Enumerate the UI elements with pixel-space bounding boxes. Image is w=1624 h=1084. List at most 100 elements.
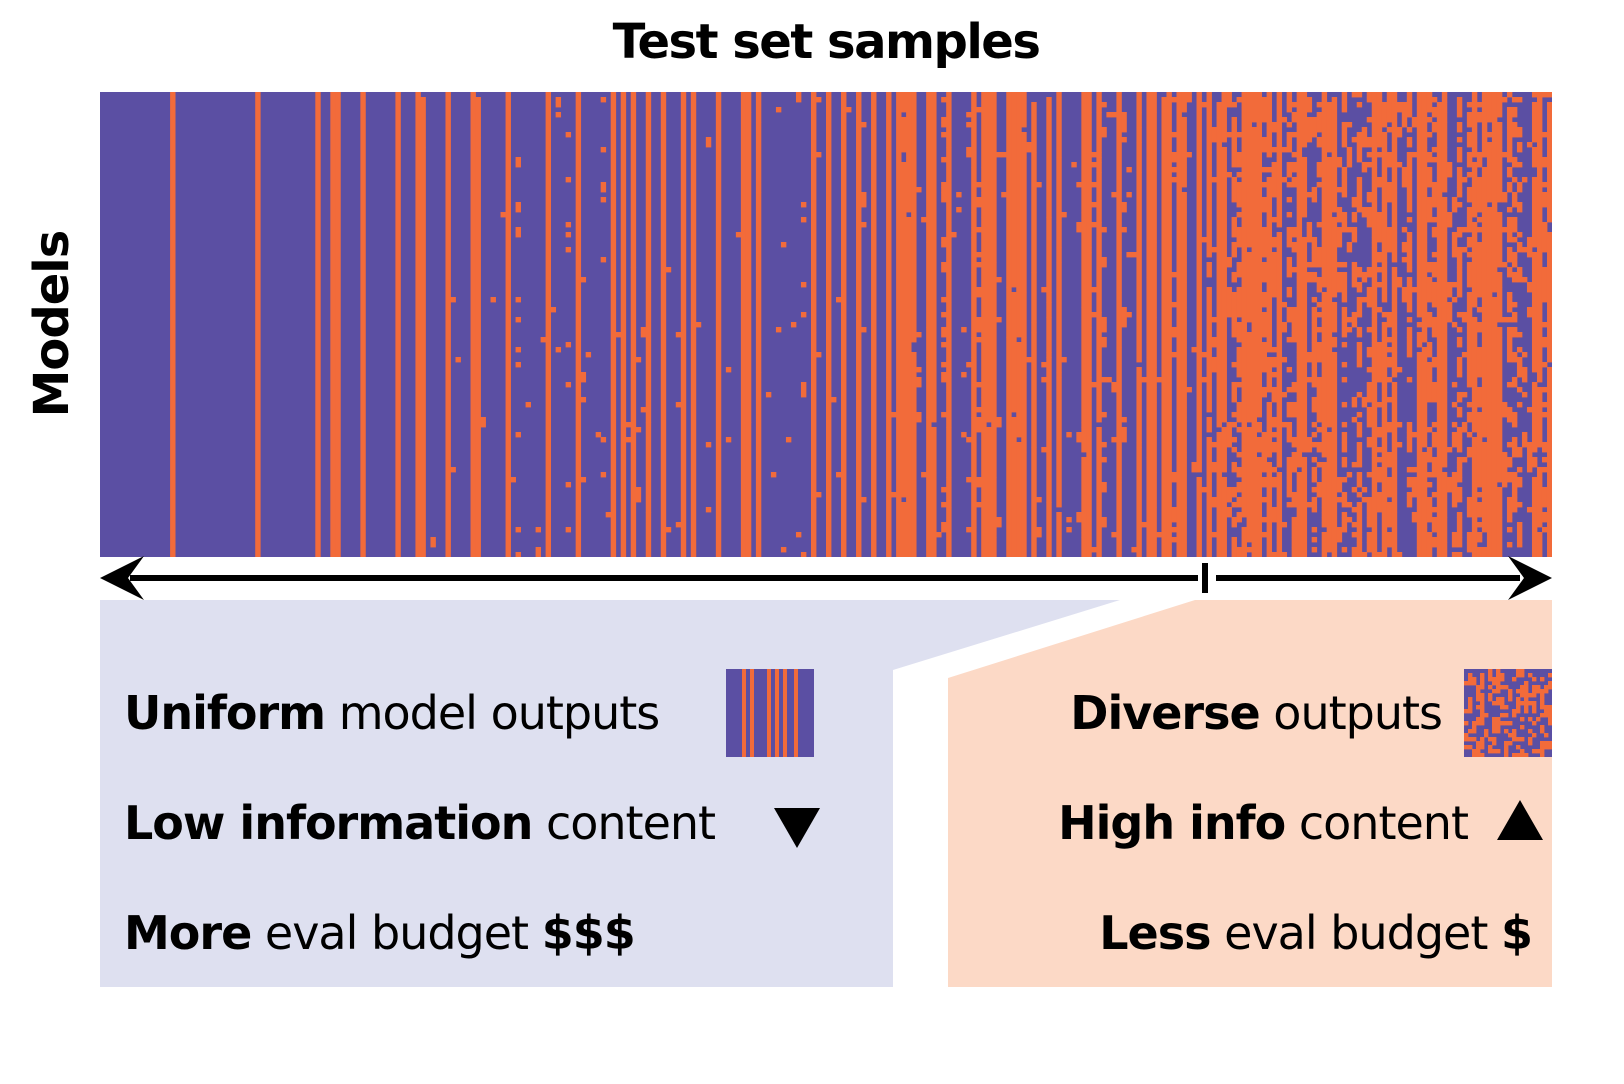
heatmap-cell	[1161, 287, 1167, 308]
heatmap-cell	[740, 92, 747, 557]
heatmap-cell	[1261, 242, 1268, 248]
heatmap-cell	[981, 412, 987, 557]
heatmap-cell	[1321, 507, 1328, 513]
diverse-thumb-cell	[1508, 733, 1513, 738]
heatmap-cell	[800, 382, 807, 398]
heatmap-cell	[1236, 512, 1242, 518]
heatmap-cell	[1371, 477, 1378, 557]
heatmap-cell	[946, 222, 952, 263]
heatmap-cell	[505, 492, 511, 557]
heatmap-cell	[1521, 352, 1528, 358]
diverse-thumb-cell	[1536, 685, 1541, 694]
heatmap-cell	[1256, 252, 1262, 263]
heatmap-cell	[1341, 212, 1348, 218]
heatmap-cell	[1371, 277, 1378, 318]
heatmap-cell	[1311, 262, 1318, 268]
heatmap-cell	[1226, 287, 1232, 308]
heatmap-cell	[1046, 402, 1052, 503]
heatmap-cell	[1016, 147, 1022, 338]
heatmap-cell	[1546, 172, 1552, 208]
heatmap-cell	[1251, 262, 1257, 283]
heatmap-cell	[981, 192, 987, 198]
heatmap-cell	[1296, 397, 1303, 468]
diverse-thumb-cell	[1520, 685, 1525, 690]
heatmap-cell	[1176, 467, 1182, 533]
heatmap-cell	[1231, 232, 1237, 238]
heatmap-cell	[1251, 497, 1257, 528]
heatmap-cell	[1481, 297, 1488, 308]
heatmap-cell	[1296, 152, 1303, 193]
heatmap-cell	[1456, 537, 1463, 548]
heatmap-cell	[1231, 177, 1237, 183]
heatmap-cell	[971, 167, 977, 213]
heatmap-cell	[1206, 147, 1212, 153]
heatmap-cell	[1406, 242, 1413, 268]
heatmap-cell	[1206, 387, 1212, 403]
diverse-thumb-cell	[1488, 685, 1493, 690]
heatmap-cell	[1461, 352, 1468, 358]
heatmap-cell	[1236, 472, 1242, 478]
heatmap-cell	[1496, 147, 1503, 163]
heatmap-cell	[645, 292, 652, 423]
heatmap-cell	[1316, 377, 1323, 383]
heatmap-cell	[1206, 172, 1212, 198]
heatmap-cell	[1371, 92, 1378, 103]
heatmap-cell	[1311, 457, 1318, 463]
heatmap-cell	[1096, 157, 1102, 163]
heatmap-cell	[580, 372, 587, 383]
heatmap-cell	[1336, 477, 1343, 493]
heatmap-cell	[1316, 342, 1323, 353]
heatmap-cell	[1481, 547, 1488, 553]
heatmap-cell	[1156, 532, 1162, 538]
heatmap-cell	[1461, 177, 1468, 183]
heatmap-cell	[515, 527, 521, 533]
heatmap-cell	[645, 422, 652, 513]
heatmap-cell	[1211, 177, 1217, 183]
heatmap-cell	[1476, 547, 1483, 553]
heatmap-cell	[1506, 127, 1513, 148]
heatmap-cell	[1341, 492, 1348, 503]
triangle-down-icon	[774, 808, 820, 848]
heatmap-cell	[1241, 297, 1247, 328]
heatmap-cell	[1366, 207, 1373, 213]
heatmap-cell	[1101, 457, 1107, 463]
heatmap-cell	[1536, 272, 1543, 278]
diverse-thumb-cell	[1520, 701, 1525, 706]
heatmap-cell	[620, 92, 627, 557]
heatmap-cell	[1491, 352, 1498, 403]
heatmap-cell	[1486, 252, 1493, 303]
heatmap-cell	[1126, 167, 1132, 173]
heatmap-cell	[1011, 417, 1017, 557]
heatmap-cell	[1011, 372, 1017, 413]
heatmap-cell	[1456, 392, 1463, 403]
heatmap-cell	[1426, 472, 1433, 478]
diverse-thumb-cell	[1500, 713, 1505, 718]
diverse-thumb-cell	[1488, 697, 1493, 702]
heatmap-cell	[1361, 397, 1368, 408]
heatmap-cell	[1546, 417, 1552, 458]
heatmap-cell	[1361, 487, 1368, 493]
heatmap-cell	[1056, 222, 1062, 248]
heatmap-cell	[810, 507, 817, 557]
heatmap-cell	[1521, 367, 1528, 383]
heatmap-cell	[1326, 102, 1333, 108]
heatmap-cell	[1351, 212, 1358, 223]
heatmap-cell	[1416, 117, 1423, 123]
heatmap-cell	[555, 347, 562, 353]
heatmap-cell	[966, 527, 972, 533]
heatmap-cell	[1516, 97, 1523, 103]
heatmap-cell	[941, 132, 947, 138]
heatmap-cell	[1331, 292, 1338, 298]
heatmap-cell	[1366, 267, 1373, 273]
heatmap-cell	[1486, 397, 1493, 418]
heatmap-cell	[1366, 222, 1373, 228]
heatmap-cell	[1081, 457, 1087, 533]
heatmap-cell	[1301, 457, 1308, 473]
heatmap-cell	[1366, 347, 1373, 358]
heatmap-cell	[1401, 287, 1408, 303]
heatmap-cell	[1466, 537, 1473, 543]
diverse-thumb-cell	[1480, 673, 1485, 678]
diverse-thumb-cell	[1468, 705, 1473, 710]
heatmap-cell	[1486, 142, 1493, 203]
heatmap-cell	[1136, 92, 1142, 113]
